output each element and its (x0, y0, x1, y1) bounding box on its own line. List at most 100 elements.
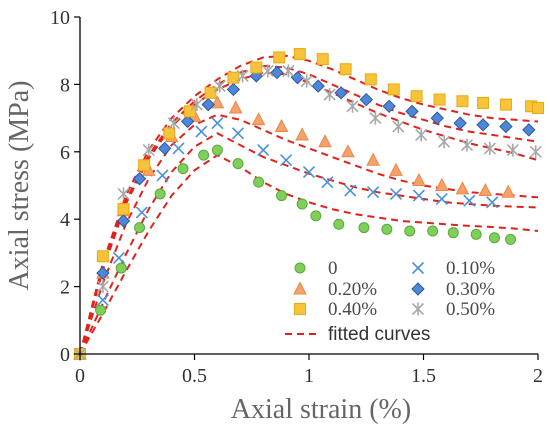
data-point-0-50pct-2 (96, 280, 109, 294)
legend-item-fitted-curves: fitted curves (285, 324, 430, 345)
data-point-0-10pct-17 (412, 189, 425, 202)
data-point-0-30pct-6 (180, 114, 195, 129)
legend-label: 0 (328, 258, 338, 279)
data-point-0-20pct-10 (274, 118, 289, 133)
data-point-0-30pct-19 (476, 118, 490, 132)
data-point-0-10pct-7 (195, 125, 208, 138)
data-point-0-50pct-8 (236, 69, 249, 83)
legend-label: 0.50% (446, 299, 495, 320)
legend-label: 0.30% (446, 279, 495, 300)
data-point-0-40pct-7 (204, 86, 217, 99)
data-point-0-15 (358, 222, 370, 234)
data-point-0-50pct-11 (300, 74, 313, 88)
data-point-0-10pct-16 (389, 187, 403, 200)
data-point-0-40pct-19 (477, 96, 490, 109)
data-point-0-40pct-15 (387, 83, 400, 96)
y-tick-label: 8 (60, 74, 70, 96)
data-point-0-10pct-11 (280, 154, 293, 167)
series-0-50pct (73, 64, 542, 361)
data-point-0-10pct-3 (112, 251, 125, 265)
x-axis-title: Axial strain (%) (231, 394, 411, 425)
y-tick-label: 2 (60, 277, 70, 299)
data-point-0-20 (470, 228, 482, 240)
data-point-0-40pct-6 (183, 105, 196, 118)
data-point-0-18 (427, 225, 439, 237)
legend-marker-asterisk (411, 302, 425, 316)
data-point-0-40pct-20 (499, 98, 512, 111)
data-point-0-30pct-21 (522, 123, 536, 137)
y-tick-label: 10 (50, 7, 70, 29)
series-0 (74, 144, 517, 360)
data-point-0-40pct-2 (96, 250, 109, 263)
data-point-0-10 (253, 176, 265, 188)
y-axis-title: Axial stress (MPa) (4, 81, 35, 291)
data-point-0-10pct-19 (463, 194, 476, 207)
data-point-0-40pct-11 (293, 48, 306, 61)
y-tick-label: 6 (60, 142, 70, 164)
data-point-0-11 (276, 190, 288, 202)
data-point-0-20pct-18 (455, 181, 470, 195)
data-point-0-50pct-12 (323, 88, 336, 102)
x-tick-label: 0 (75, 365, 85, 387)
legend-label: 0.20% (328, 279, 377, 300)
data-point-0-20pct-15 (389, 162, 403, 176)
data-point-0-2 (95, 304, 107, 316)
data-point-0-50pct-4 (142, 143, 155, 157)
data-point-0-30pct-13 (334, 86, 348, 100)
data-point-0-40pct-3 (117, 203, 130, 216)
legend-label: 0.40% (328, 299, 377, 320)
legend-item-0-30pct: 0.30% (411, 279, 495, 300)
data-point-0-30pct-5 (158, 141, 172, 156)
data-point-0-10pct-10 (257, 144, 270, 157)
data-point-0-40pct-8 (227, 71, 240, 84)
data-point-0-10pct-13 (321, 176, 334, 189)
data-point-0-20pct-13 (341, 144, 355, 158)
data-point-0-40pct-18 (456, 95, 469, 108)
data-point-0-30pct-20 (499, 119, 513, 134)
data-point-0-30pct-17 (430, 111, 444, 125)
fitted-curve-5 (79, 64, 539, 355)
series-0-10pct (73, 117, 499, 361)
data-point-0-20pct-16 (412, 172, 426, 186)
legend-item-0-40pct: 0.40% (294, 299, 377, 320)
legend: 0 0.10% 0.20% 0.30% 0.40% 0.50% fitted curves (285, 258, 495, 345)
data-point-0-50pct-16 (415, 128, 428, 142)
data-point-0-16 (381, 223, 393, 235)
data-point-0-50pct-17 (438, 135, 451, 149)
data-point-0-50pct-10 (282, 64, 295, 78)
data-point-0-50pct-19 (483, 141, 496, 155)
data-point-0-40pct-12 (316, 53, 329, 66)
y-tick-label: 4 (60, 209, 70, 231)
data-point-0-10pct-12 (302, 165, 316, 179)
data-point-0-22 (505, 233, 517, 245)
data-point-0-20pct-20 (501, 184, 516, 198)
data-point-0-3 (115, 262, 127, 274)
data-point-0-12 (296, 198, 308, 210)
data-point-0-50pct-7 (213, 79, 226, 93)
data-point-0-50pct-21 (529, 145, 542, 159)
data-point-0-6 (177, 163, 189, 175)
legend-item-0: 0 (294, 258, 338, 279)
data-point-0-50pct-6 (190, 98, 203, 112)
data-point-0-20pct-12 (318, 134, 332, 148)
data-point-0-30pct-12 (311, 79, 325, 93)
data-point-0-40pct-16 (410, 90, 423, 103)
data-point-0-50pct-15 (392, 120, 405, 134)
data-point-0-50pct-18 (460, 138, 474, 152)
fitted-curve-6 (79, 54, 539, 355)
data-point-0-40pct-14 (364, 73, 377, 86)
legend-marker-cross (411, 261, 425, 275)
data-point-0-50pct-14 (369, 111, 382, 125)
data-point-0-10pct-5 (156, 169, 169, 182)
data-point-0-30pct-10 (270, 65, 284, 80)
legend-item-0-10pct: 0.10% (411, 258, 495, 279)
data-point-0-20pct-17 (434, 177, 449, 191)
data-point-0-10pct-4 (135, 206, 148, 219)
data-point-0-21 (488, 232, 500, 244)
x-tick-label: 1 (304, 365, 314, 387)
data-point-0-30pct-15 (382, 99, 396, 114)
axes-layer: 0 0.5 1 1.5 2 0 2 4 6 8 10 Axial strain (%) Axial st… (4, 7, 543, 425)
data-point-0-50pct-9 (261, 64, 274, 78)
